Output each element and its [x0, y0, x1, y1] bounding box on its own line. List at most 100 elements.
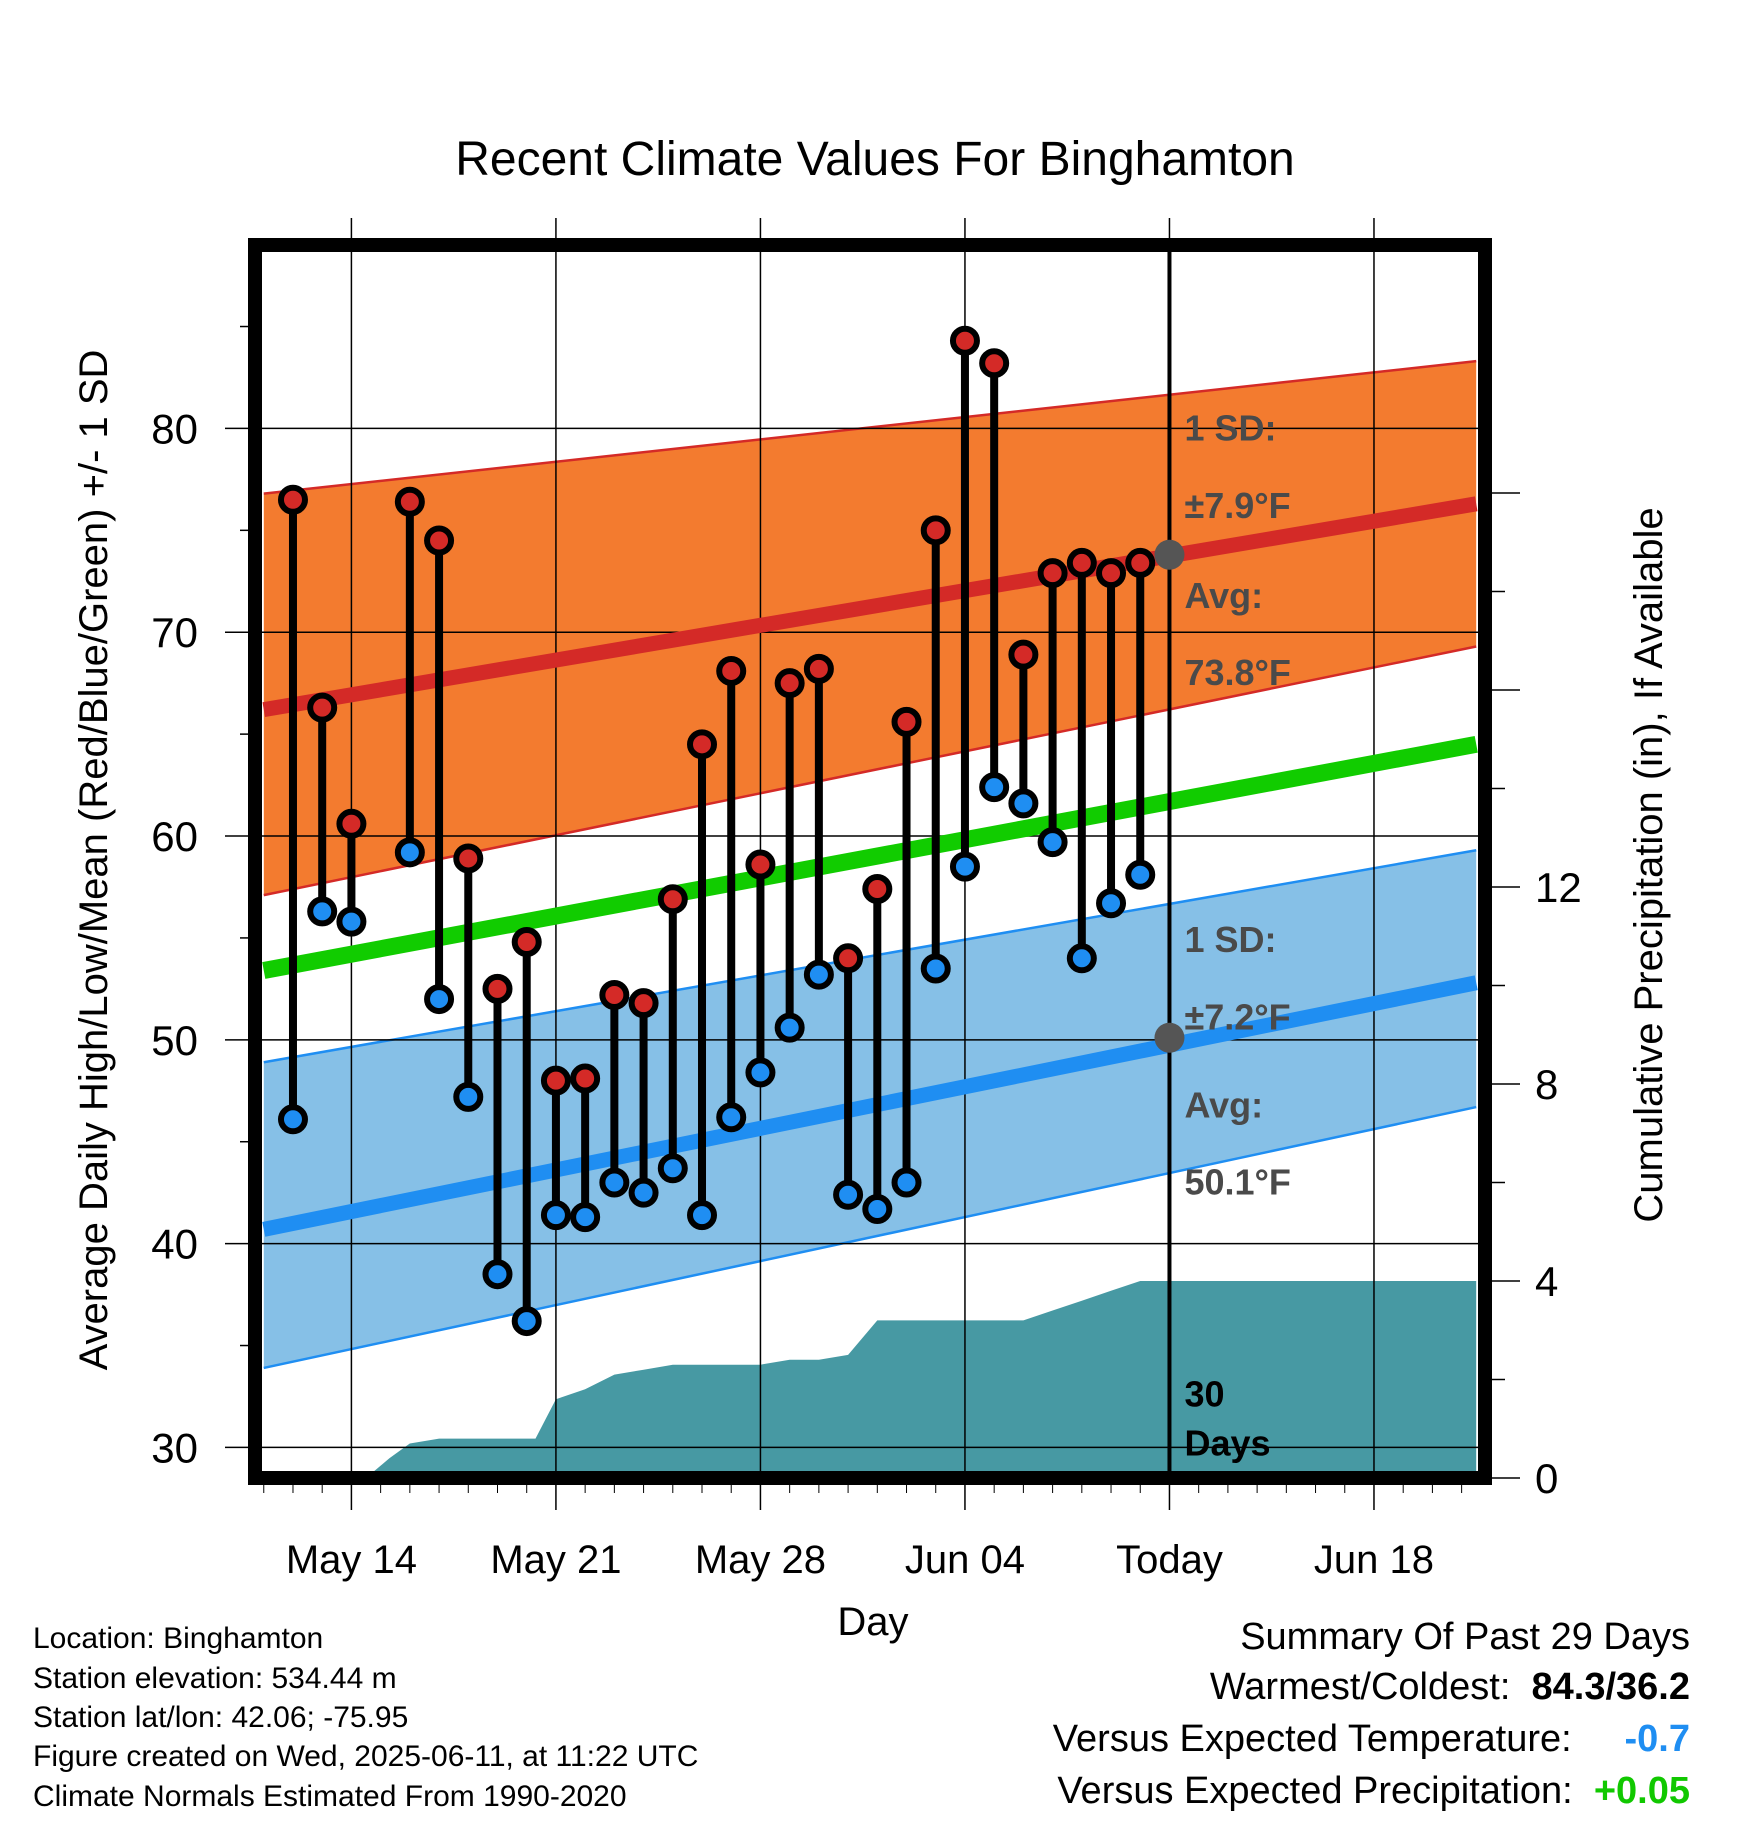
- high-point: [687, 729, 718, 760]
- high-point: [774, 668, 805, 699]
- low-point: [307, 896, 338, 927]
- high-point: [745, 849, 776, 880]
- low-point: [540, 1200, 571, 1231]
- low-point: [482, 1259, 513, 1290]
- y-tick-label: 70: [151, 609, 198, 656]
- summary-precip-label: Versus Expected Precipitation:: [1057, 1770, 1573, 1812]
- y-tick-label: 80: [151, 405, 198, 452]
- low-point: [336, 906, 367, 937]
- high-point: [920, 515, 951, 546]
- y-tick-label: 50: [151, 1017, 198, 1064]
- y-right-tick-label: 0: [1535, 1455, 1558, 1502]
- y-right-tick-label: 8: [1535, 1061, 1558, 1108]
- days-label: 30: [1184, 1374, 1224, 1415]
- summary-precip-value: +0.05: [1593, 1770, 1690, 1812]
- chart-title: Recent Climate Values For Binghamton: [455, 133, 1295, 186]
- low-point: [1096, 888, 1127, 919]
- high-point: [1008, 639, 1039, 670]
- y-axis-label: Average Daily High/Low/Mean (Red/Blue/Gr…: [72, 350, 116, 1371]
- high-sd-band: [263, 361, 1477, 896]
- low-sd-value: ±7.2°F: [1184, 997, 1290, 1038]
- high-point: [424, 525, 455, 556]
- y-tick-label: 40: [151, 1221, 198, 1268]
- high-sd-value: ±7.9°F: [1184, 485, 1290, 526]
- low-point: [277, 1104, 308, 1135]
- y-right-tick-label: 4: [1535, 1258, 1558, 1305]
- today-low-avg-marker: [1154, 1022, 1185, 1053]
- high-point: [657, 884, 688, 915]
- high-point: [862, 874, 893, 905]
- summary-warm-cold-value: 84.3/36.2: [1531, 1666, 1690, 1708]
- high-point: [891, 706, 922, 737]
- low-point: [949, 851, 980, 882]
- plot-frame: [248, 238, 1492, 1485]
- low-point: [511, 1306, 542, 1337]
- low-point: [716, 1102, 747, 1133]
- y-right-axis-label: Cumulative Precipitation (in), If Availa…: [1627, 507, 1671, 1222]
- high-point: [1096, 558, 1127, 589]
- summary-temp-value: -0.7: [1624, 1718, 1690, 1760]
- summary-warm-cold: Warmest/Coldest: 84.3/36.2: [1210, 1666, 1690, 1709]
- low-point: [979, 772, 1010, 803]
- y-tick-label: 30: [151, 1424, 198, 1471]
- low-point: [1037, 827, 1068, 858]
- plot-area: 1 SD: ±7.9°F Avg: 73.8°F 1 SD: ±7.2°F Avg: 50.1…: [255, 245, 1485, 1478]
- x-tick-label: May 28: [695, 1538, 826, 1582]
- low-point: [891, 1167, 922, 1198]
- high-point: [482, 973, 513, 1004]
- low-point: [803, 959, 834, 990]
- high-point: [277, 484, 308, 515]
- high-point: [949, 325, 980, 356]
- low-avg-value: 50.1°F: [1184, 1162, 1290, 1203]
- low-point: [1008, 788, 1039, 819]
- low-point: [394, 837, 425, 868]
- x-tick-label: May 14: [286, 1538, 417, 1582]
- summary-title: Summary Of Past 29 Days: [1240, 1616, 1690, 1658]
- low-point: [745, 1057, 776, 1088]
- low-point: [1066, 943, 1097, 974]
- low-point: [570, 1202, 601, 1233]
- low-point: [774, 1012, 805, 1043]
- info-normals: Climate Normals Estimated From 1990-2020: [33, 1780, 627, 1813]
- high-point: [1037, 558, 1068, 589]
- x-tick-label: Jun 18: [1314, 1538, 1434, 1582]
- days-label: Days: [1184, 1423, 1270, 1464]
- high-point: [394, 486, 425, 517]
- summary-precip: Versus Expected Precipitation: +0.05: [1057, 1770, 1690, 1813]
- x-tick-label: Today: [1116, 1538, 1223, 1582]
- y-right-tick-label: 12: [1535, 864, 1582, 911]
- low-point: [920, 953, 951, 984]
- low-point: [628, 1177, 659, 1208]
- today-high-avg-marker: [1154, 539, 1185, 570]
- high-point: [599, 979, 630, 1010]
- high-point: [336, 808, 367, 839]
- high-point: [570, 1063, 601, 1094]
- high-point: [540, 1065, 571, 1096]
- summary-warm-cold-label: Warmest/Coldest:: [1209, 1666, 1511, 1708]
- low-point: [599, 1167, 630, 1198]
- summary-temp-label: Versus Expected Temperature:: [1052, 1718, 1572, 1760]
- info-location: Location: Binghamton: [33, 1622, 324, 1655]
- x-axis-label: Day: [837, 1600, 908, 1644]
- low-point: [657, 1153, 688, 1184]
- high-point: [1066, 547, 1097, 578]
- high-sd-label: 1 SD:: [1184, 408, 1276, 449]
- low-point: [862, 1193, 893, 1224]
- precip-area: [366, 1281, 1477, 1478]
- high-point: [716, 655, 747, 686]
- x-tick-label: May 21: [490, 1538, 621, 1582]
- high-point: [628, 988, 659, 1019]
- high-point: [453, 843, 484, 874]
- low-sd-band-lower-edge: [263, 1105, 1477, 1370]
- low-point: [687, 1200, 718, 1231]
- low-avg-label: Avg:: [1184, 1084, 1263, 1125]
- low-point: [833, 1179, 864, 1210]
- high-point: [307, 692, 338, 723]
- x-tick-label: Jun 04: [905, 1538, 1025, 1582]
- info-latlon: Station lat/lon: 42.06; -75.95: [33, 1701, 409, 1734]
- high-point: [979, 348, 1010, 379]
- high-point: [1125, 547, 1156, 578]
- low-point: [424, 984, 455, 1015]
- low-point: [453, 1081, 484, 1112]
